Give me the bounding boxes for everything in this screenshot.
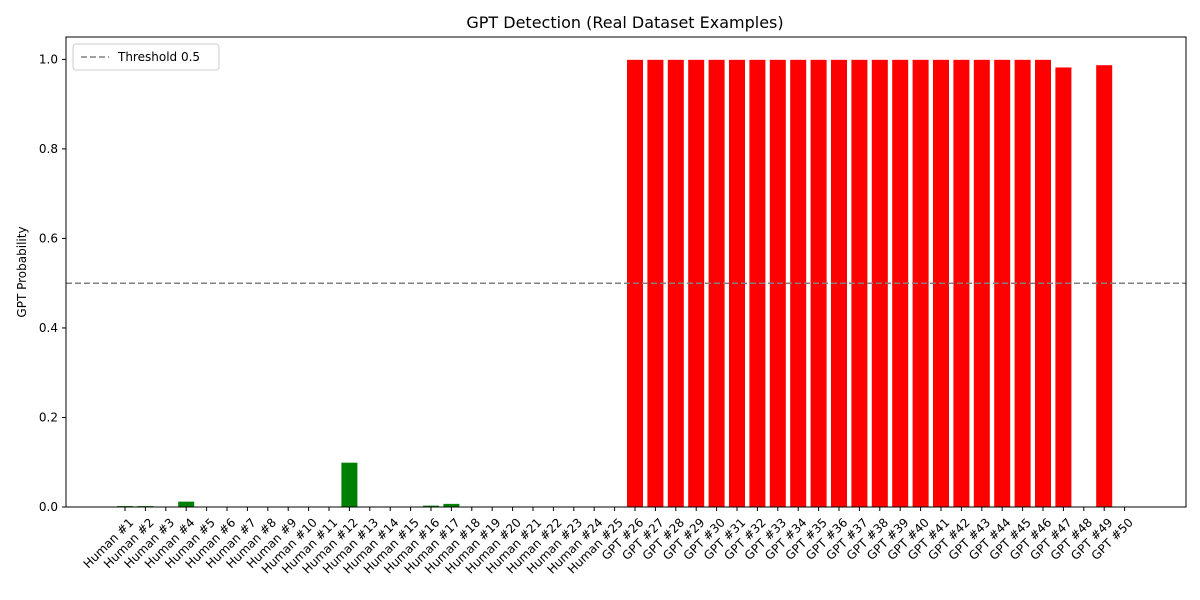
bar-gpt-36 [831,59,847,507]
legend-box [72,43,220,71]
bar-gpt-32 [749,59,766,507]
legend: Threshold 0.5 [72,43,220,71]
bar-human-17 [443,503,460,507]
y-axis-ticks: 0.0 0.2 0.4 0.6 0.8 1.0 [39,52,66,514]
bar-human-4 [178,501,195,507]
bar-gpt-39 [892,59,909,507]
bar-gpt-28 [667,59,684,507]
y-tick-label: 0.4 [39,321,58,335]
y-axis-label: GPT Probability [15,226,29,317]
chart-title: GPT Detection (Real Dataset Examples) [466,13,783,32]
y-tick-label: 0.2 [39,410,58,424]
bar-gpt-43 [973,59,990,507]
bar-gpt-49 [1096,65,1113,507]
y-tick-label: 1.0 [39,52,58,66]
bar-human-16 [423,505,439,507]
y-tick-label: 0.0 [39,500,58,514]
bars [117,59,1133,507]
plot-frame [65,36,1187,508]
bar-gpt-40 [912,59,929,507]
legend-threshold-label: Threshold 0.5 [117,50,200,64]
bar-gpt-47 [1055,67,1072,507]
y-tick-label: 0.6 [39,231,58,245]
bar-human-12 [341,462,358,507]
y-tick-label: 0.8 [39,142,58,156]
